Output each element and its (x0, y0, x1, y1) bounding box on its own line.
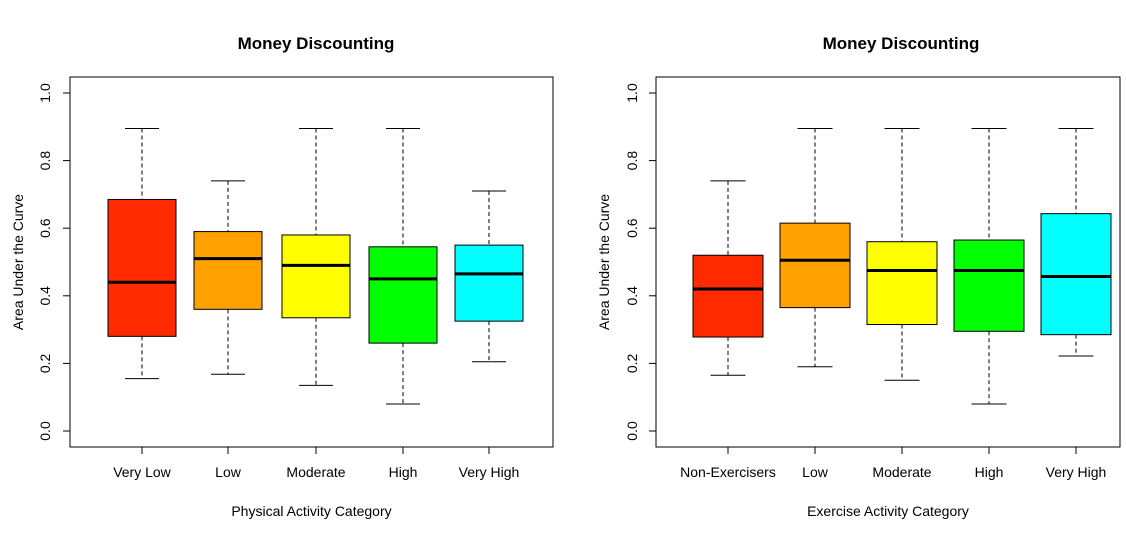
box-group (281, 127, 351, 386)
box-group (454, 190, 524, 363)
box-group (692, 180, 764, 376)
y-tick-label: 0.6 (37, 218, 53, 238)
y-tick-label: 0.6 (624, 218, 640, 238)
y-axis-label: Area Under the Curve (596, 194, 612, 330)
box-iqr (107, 198, 177, 337)
x-tick-label: Non-Exercisers (680, 464, 776, 480)
x-tick-label: Moderate (872, 464, 931, 480)
y-tick-label: 0.8 (624, 151, 640, 171)
x-tick-label: Very High (459, 464, 520, 480)
x-tick-label: High (975, 464, 1004, 480)
box-group (368, 127, 438, 405)
chart-title: Money Discounting (238, 34, 395, 53)
box-iqr (368, 246, 438, 344)
y-tick-label: 0.0 (624, 421, 640, 441)
box-group (193, 180, 263, 375)
y-tick-label: 0.2 (37, 353, 53, 373)
box-iqr (692, 254, 764, 338)
box-group (107, 127, 177, 380)
x-tick-label: High (389, 464, 418, 480)
y-axis-label: Area Under the Curve (10, 194, 26, 330)
chart-panel-2: Money Discounting Area Under the Curve Exe… (596, 34, 1121, 519)
chart-panel-1: Money Discounting Area Under the Curve Phy… (10, 34, 554, 519)
x-tick-label: Very Low (113, 464, 171, 480)
box-group (866, 127, 938, 381)
y-tick-label: 0.8 (37, 151, 53, 171)
y-tick-label: 0.4 (624, 286, 640, 306)
box-iqr (779, 222, 851, 309)
x-axis-label: Physical Activity Category (231, 503, 391, 519)
y-tick-label: 1.0 (37, 83, 53, 103)
x-tick-label: Low (802, 464, 829, 480)
box-group (779, 127, 851, 368)
y-tick-label: 0.4 (37, 286, 53, 306)
box-iqr (281, 234, 351, 319)
chart-title: Money Discounting (823, 34, 980, 53)
box-iqr (1040, 213, 1112, 336)
y-tick-label: 1.0 (624, 83, 640, 103)
box-group (953, 127, 1025, 405)
box-iqr (454, 244, 524, 322)
y-tick-label: 0.0 (37, 421, 53, 441)
box-iqr (953, 239, 1025, 332)
y-tick-label: 0.2 (624, 353, 640, 373)
x-axis-label: Exercise Activity Category (807, 503, 969, 519)
x-tick-label: Moderate (286, 464, 345, 480)
x-tick-label: Low (215, 464, 242, 480)
x-tick-label: Very High (1046, 464, 1107, 480)
box-iqr (866, 241, 938, 326)
box-group (1040, 127, 1112, 357)
box-iqr (193, 231, 263, 310)
